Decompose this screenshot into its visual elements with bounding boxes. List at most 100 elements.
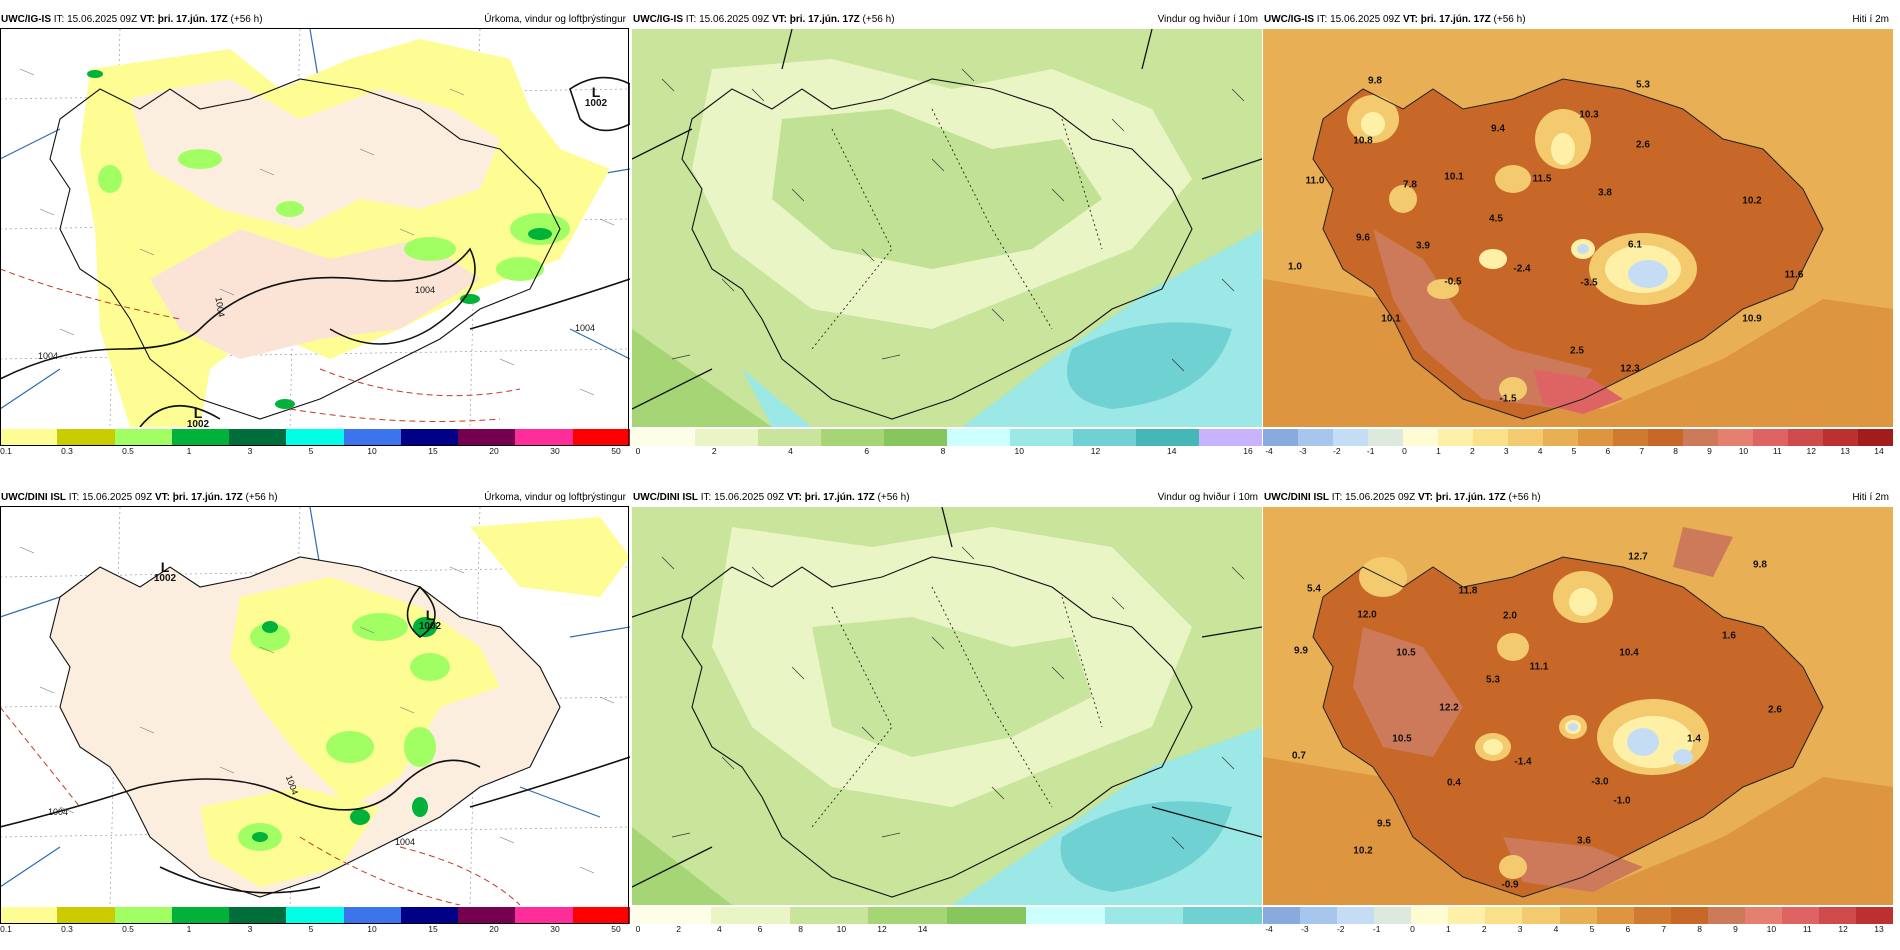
temperature-label: -3.5 bbox=[1580, 277, 1598, 289]
temperature-label: 10.5 bbox=[1392, 733, 1412, 745]
colorbar-swatch bbox=[1753, 429, 1788, 446]
panel-precip-dini: UWC/DINI ISL IT: 15.06.2025 09Z VT: þri.… bbox=[0, 490, 630, 950]
colorbar-swatch bbox=[1522, 907, 1560, 924]
colorbar-swatch bbox=[1559, 907, 1597, 924]
temperature-label: 11.5 bbox=[1532, 173, 1552, 185]
colorbar-swatch bbox=[695, 429, 758, 446]
low-pressure-value: 1002 bbox=[584, 98, 608, 109]
colorbar-swatch bbox=[1856, 907, 1894, 924]
colorbar-swatch bbox=[1263, 429, 1298, 446]
temperature-label: 9.8 bbox=[1368, 75, 1382, 87]
colorbar-tick-label: 8 bbox=[940, 446, 946, 456]
colorbar-tick-label: 3 bbox=[247, 924, 253, 934]
colorbar-tick-label: 15 bbox=[428, 446, 438, 456]
colorbar-swatch bbox=[1411, 907, 1449, 924]
colorbar-swatch bbox=[572, 429, 630, 446]
temperature-label: 10.3 bbox=[1579, 109, 1599, 121]
colorbar-tick-label: 1 bbox=[1446, 924, 1451, 934]
colorbar-tick-label: 6 bbox=[1625, 924, 1631, 934]
temperature-label: 10.2 bbox=[1353, 845, 1373, 857]
temperature-label: 10.1 bbox=[1381, 313, 1401, 325]
colorbar-swatch bbox=[1010, 429, 1073, 446]
product-title: Vindur og hviður í 10m bbox=[1157, 492, 1258, 503]
model-name: UWC/IG-IS bbox=[1264, 14, 1314, 25]
temperature-label: 10.4 bbox=[1619, 647, 1639, 659]
colorbar-tick-label: 10 bbox=[836, 924, 847, 934]
colorbar-tick-label: 3 bbox=[247, 446, 253, 456]
colorbar-tick-label: 8 bbox=[798, 924, 804, 934]
product-title: Hiti í 2m bbox=[1852, 492, 1889, 503]
temperature-label: 12.7 bbox=[1628, 551, 1648, 563]
product-title: Úrkoma, vindur og loftþrýstingur bbox=[484, 492, 626, 503]
colorbar-swatch bbox=[632, 907, 711, 924]
colorbar-swatch bbox=[1596, 907, 1634, 924]
temperature-label: 2.5 bbox=[1570, 345, 1584, 357]
colorbar-swatch bbox=[884, 429, 947, 446]
colorbar-tick-label: 20 bbox=[489, 446, 499, 456]
colorbar-swatch bbox=[1788, 429, 1823, 446]
temperature-label: 11.1 bbox=[1529, 661, 1549, 673]
colorbar-tick-label: 13 bbox=[1840, 446, 1850, 456]
colorbar-swatch bbox=[1707, 907, 1745, 924]
colorbar-swatch bbox=[758, 429, 821, 446]
temperature-label: 9.5 bbox=[1377, 818, 1391, 830]
panel-wind-igis: UWC/IG-IS IT: 15.06.2025 09Z VT: þri. 17… bbox=[632, 12, 1262, 472]
colorbar-tick-label: 10 bbox=[1738, 446, 1749, 456]
model-name: UWC/IG-IS bbox=[633, 14, 683, 25]
wind-map bbox=[632, 507, 1262, 905]
vt-value: þri. 17.jún. 17Z bbox=[1420, 14, 1491, 25]
low-pressure-marker: L 1002 bbox=[419, 608, 441, 632]
colorbar-swatch bbox=[1025, 907, 1105, 924]
colorbar-swatch bbox=[1136, 429, 1199, 446]
temperature-label: 11.8 bbox=[1458, 585, 1478, 597]
vt-label: VT: bbox=[152, 492, 173, 503]
colorbar-tick-label: 0.1 bbox=[0, 446, 12, 456]
colorbar-swatch bbox=[1263, 907, 1301, 924]
isobar-label: 1004 bbox=[37, 351, 59, 361]
low-L: L bbox=[591, 84, 601, 100]
colorbar-tick-label: 4 bbox=[716, 924, 722, 934]
colorbar-tick-label: 8 bbox=[1697, 924, 1702, 934]
temperature-label: 12.0 bbox=[1357, 609, 1377, 621]
colorbar-swatch bbox=[1104, 907, 1184, 924]
vt-value: þri. 17.jún. 17Z bbox=[1435, 492, 1506, 503]
panel-header: UWC/IG-IS IT: 15.06.2025 09Z VT: þri. 17… bbox=[632, 12, 1262, 28]
colorbar-swatch bbox=[343, 429, 401, 446]
temp-colorbar-ticks: -4 -3 -2 -1 0 1 2 3 4 5 6 7 8 9 10 11 12 13 bbox=[1263, 924, 1893, 936]
colorbar-swatch bbox=[515, 429, 573, 446]
panel-header: UWC/DINI ISL IT: 15.06.2025 09Z VT: þri.… bbox=[632, 490, 1262, 506]
panel-wind-dini: UWC/DINI ISL IT: 15.06.2025 09Z VT: þri.… bbox=[632, 490, 1262, 950]
temperature-label: 4.5 bbox=[1489, 213, 1503, 225]
colorbar-tick-label: -4 bbox=[1265, 446, 1273, 456]
temperature-label: -0.9 bbox=[1501, 879, 1519, 891]
colorbar-swatch bbox=[400, 429, 459, 446]
colorbar-swatch bbox=[1633, 907, 1671, 924]
temperature-label: -1.5 bbox=[1499, 393, 1517, 405]
lead-time: (+56 h) bbox=[242, 492, 278, 503]
colorbar-swatch bbox=[458, 429, 516, 446]
colorbar-swatch bbox=[789, 907, 869, 924]
low-pressure-marker: L 1002 bbox=[154, 560, 176, 584]
colorbar-tick-label: 5 bbox=[308, 446, 314, 456]
colorbar-swatch bbox=[1199, 429, 1262, 446]
panel-temp-dini: UWC/DINI ISL IT: 15.06.2025 09Z VT: þri.… bbox=[1263, 490, 1894, 950]
colorbar-tick-label: 12 bbox=[1090, 446, 1101, 456]
colorbar-tick-label: 14 bbox=[1874, 446, 1884, 456]
it-value: 15.06.2025 09Z bbox=[1330, 14, 1401, 25]
temperature-label: 11.6 bbox=[1784, 269, 1804, 281]
colorbar-swatch bbox=[1781, 907, 1819, 924]
it-label: IT: bbox=[1329, 492, 1346, 503]
colorbar-swatch bbox=[1858, 429, 1893, 446]
colorbar-swatch bbox=[1298, 429, 1333, 446]
temperature-label: 10.1 bbox=[1444, 171, 1464, 183]
temperature-label: -1.0 bbox=[1613, 795, 1631, 807]
temperature-label: 10.2 bbox=[1742, 195, 1762, 207]
isobar-label: 1004 bbox=[394, 837, 416, 847]
temperature-label: 5.3 bbox=[1486, 674, 1500, 686]
it-value: 15.06.2025 09Z bbox=[82, 492, 153, 503]
colorbar-swatch bbox=[171, 907, 230, 924]
vt-label: VT: bbox=[137, 14, 158, 25]
temperature-label: -0.5 bbox=[1444, 276, 1462, 288]
temperature-label: 11.0 bbox=[1305, 175, 1325, 187]
it-label: IT: bbox=[66, 492, 83, 503]
